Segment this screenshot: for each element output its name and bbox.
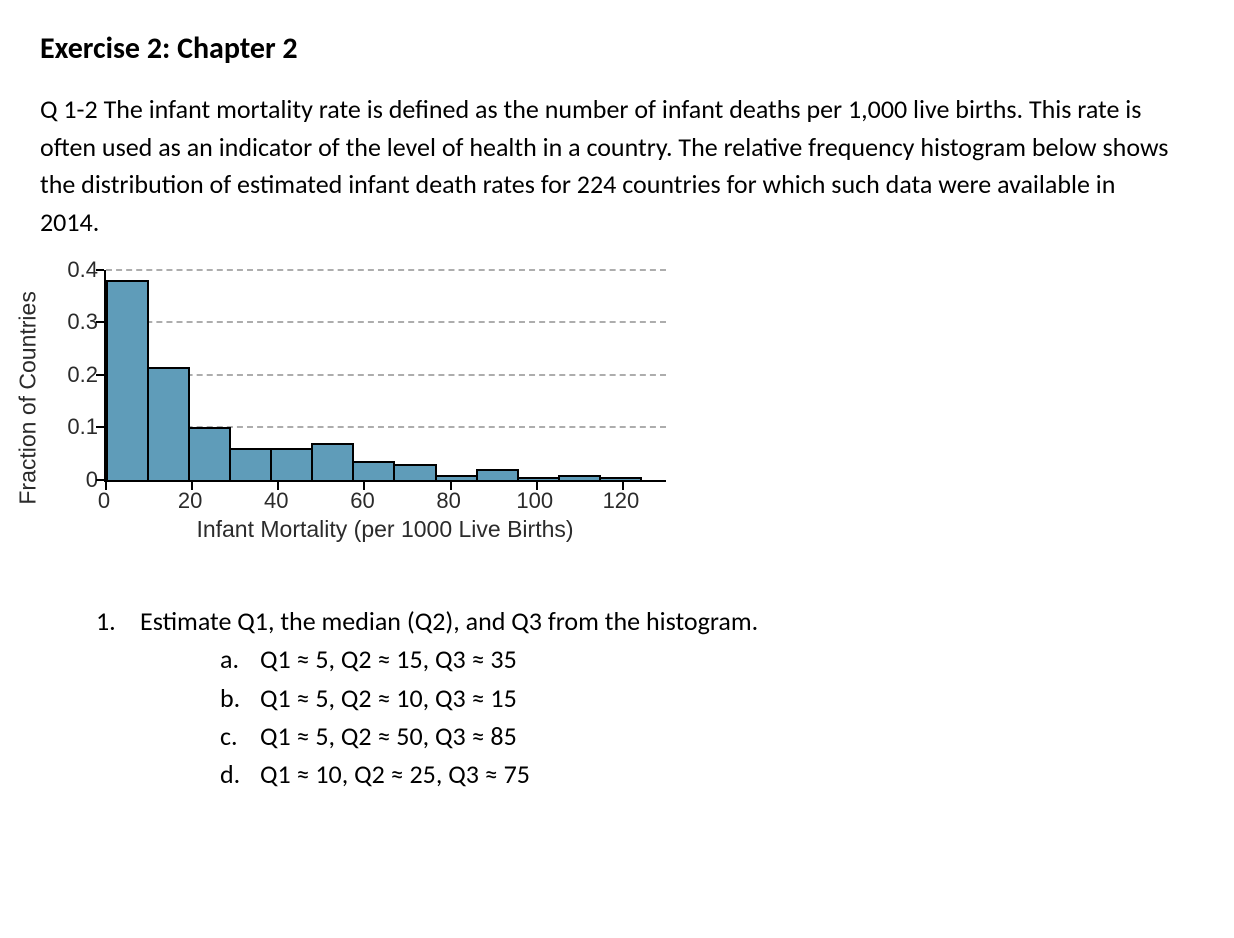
y-axis-tick <box>96 479 104 481</box>
question-text: Estimate Q1, the median (Q2), and Q3 fro… <box>140 603 758 639</box>
histogram-bar <box>147 367 190 480</box>
question-row: 1. Estimate Q1, the median (Q2), and Q3 … <box>96 603 1194 639</box>
plot-row: 00.10.20.30.4 020406080100120 Infant Mor… <box>46 270 766 543</box>
histogram-bar <box>188 427 231 480</box>
histogram-bar <box>558 475 601 480</box>
x-tick: 100 <box>516 488 553 514</box>
x-tick: 0 <box>98 488 110 514</box>
histogram-bar <box>393 464 436 480</box>
option-text: Q1 ≈ 5, Q2 ≈ 50, Q3 ≈ 85 <box>260 718 517 754</box>
histogram-bar <box>517 477 560 480</box>
x-axis-label: Infant Mortality (per 1000 Live Births) <box>104 516 666 543</box>
histogram-chart: Fraction of Countries 00.10.20.30.4 0204… <box>46 270 766 543</box>
intro-paragraph: Q 1-2 The infant mortality rate is defin… <box>40 91 1180 242</box>
option-text: Q1 ≈ 5, Q2 ≈ 10, Q3 ≈ 15 <box>260 680 517 716</box>
histogram-bar <box>270 448 313 480</box>
histogram-bar <box>435 475 478 480</box>
x-tick: 40 <box>264 488 288 514</box>
option-letter: b. <box>220 680 260 716</box>
option-letter: a. <box>220 641 260 677</box>
y-axis-tick <box>96 269 104 271</box>
page: Exercise 2: Chapter 2 Q 1-2 The infant m… <box>0 0 1234 938</box>
histogram-bar <box>476 469 519 480</box>
option-letter: c. <box>220 718 260 754</box>
x-ticks: 020406080100120 <box>104 482 664 512</box>
plot-column: 020406080100120 Infant Mortality (per 10… <box>104 270 666 543</box>
x-tick: 80 <box>436 488 460 514</box>
option-row: b.Q1 ≈ 5, Q2 ≈ 10, Q3 ≈ 15 <box>220 680 1194 716</box>
x-tick: 120 <box>603 488 640 514</box>
question-number: 1. <box>96 603 140 639</box>
question-block: 1. Estimate Q1, the median (Q2), and Q3 … <box>40 603 1194 793</box>
x-tick: 60 <box>350 488 374 514</box>
option-row: d.Q1 ≈ 10, Q2 ≈ 25, Q3 ≈ 75 <box>220 756 1194 792</box>
y-axis-tick <box>96 374 104 376</box>
histogram-bar <box>311 443 354 480</box>
option-row: c.Q1 ≈ 5, Q2 ≈ 50, Q3 ≈ 85 <box>220 718 1194 754</box>
histogram-bar <box>229 448 272 480</box>
y-axis-tick <box>96 426 104 428</box>
y-axis-tick <box>96 321 104 323</box>
plot-area <box>104 270 666 482</box>
option-row: a.Q1 ≈ 5, Q2 ≈ 15, Q3 ≈ 35 <box>220 641 1194 677</box>
x-tick: 20 <box>178 488 202 514</box>
options-list: a.Q1 ≈ 5, Q2 ≈ 15, Q3 ≈ 35b.Q1 ≈ 5, Q2 ≈… <box>220 641 1194 793</box>
histogram-bar <box>106 280 149 480</box>
option-letter: d. <box>220 756 260 792</box>
option-text: Q1 ≈ 10, Q2 ≈ 25, Q3 ≈ 75 <box>260 756 530 792</box>
histogram-bar <box>599 477 642 480</box>
option-text: Q1 ≈ 5, Q2 ≈ 15, Q3 ≈ 35 <box>260 641 517 677</box>
histogram-bar <box>352 461 395 479</box>
bars-container <box>106 270 666 480</box>
exercise-heading: Exercise 2: Chapter 2 <box>40 30 1194 67</box>
y-axis-label: Fraction of Countries <box>15 291 42 504</box>
